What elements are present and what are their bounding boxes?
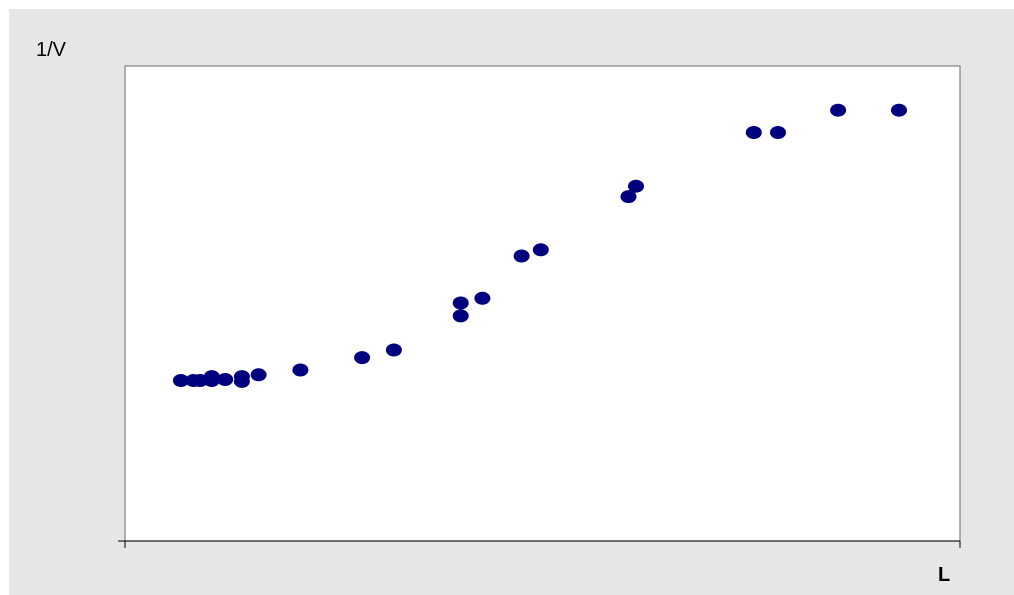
data-point [745, 126, 762, 139]
data-point [354, 351, 371, 365]
data-point [891, 103, 907, 117]
data-point [620, 190, 637, 204]
data-point [217, 373, 234, 386]
data-points [172, 103, 907, 388]
data-point [233, 374, 250, 388]
data-point [203, 374, 220, 387]
data-point [250, 368, 267, 382]
x-axis-label: L [938, 564, 950, 586]
data-point [292, 363, 309, 377]
y-axis-label: 1/V [36, 39, 67, 61]
data-point [513, 249, 530, 263]
data-point [385, 343, 402, 357]
data-point [172, 374, 189, 387]
plot-area [124, 65, 961, 542]
data-point [628, 179, 644, 193]
data-point [532, 243, 549, 257]
data-point [474, 291, 491, 305]
data-point [830, 103, 847, 117]
data-point [770, 126, 786, 139]
data-point [452, 296, 469, 310]
data-point [452, 309, 469, 323]
